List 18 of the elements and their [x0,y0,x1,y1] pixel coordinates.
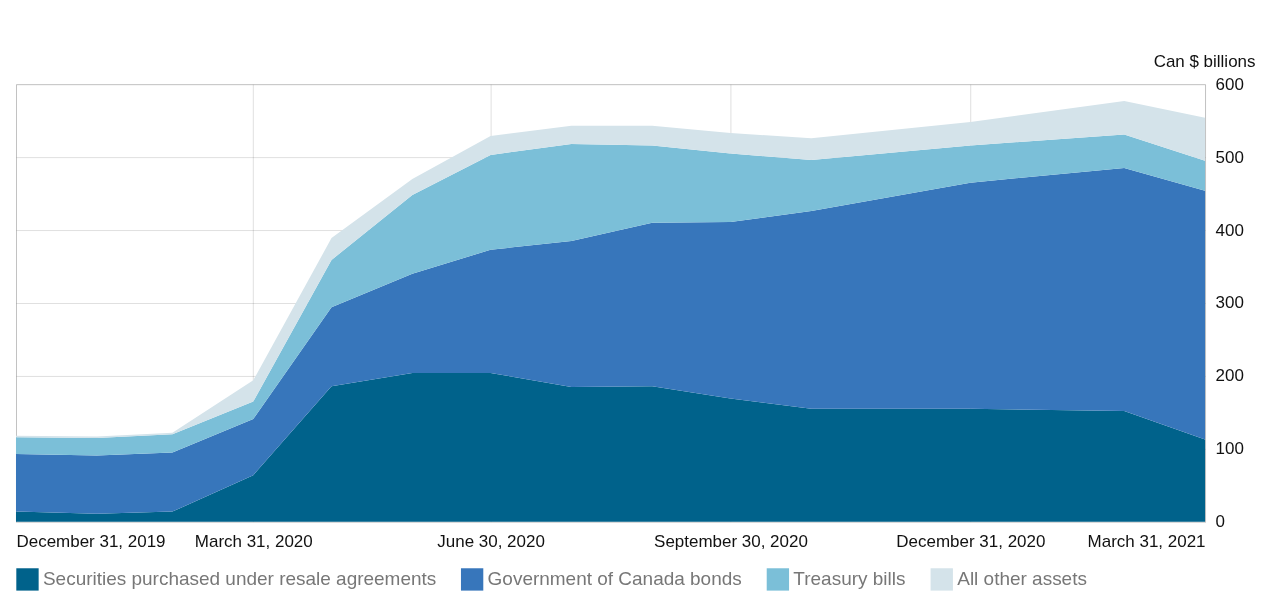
x-tick-label: December 31, 2020 [896,532,1046,552]
y-tick-label: 500 [1215,147,1244,167]
x-tick-label: March 31, 2021 [1087,532,1206,552]
y-tick-label: 400 [1215,220,1244,240]
x-tick-label: December 31, 2019 [16,532,166,552]
y-tick-label: 300 [1215,293,1244,313]
x-tick-label: March 31, 2020 [194,532,313,552]
y-tick-label: 100 [1215,439,1244,459]
legend-label: Treasury bills [793,568,906,590]
x-tick-label: June 30, 2020 [437,532,545,552]
y-tick-label: 200 [1215,366,1244,386]
y-axis-title: Can $ billions [1153,51,1256,71]
legend-label: Securities purchased under resale agreements [42,568,437,590]
y-tick-label: 0 [1215,512,1225,532]
legend-label: Government of Canada bonds [487,568,742,590]
y-tick-label: 600 [1215,74,1244,94]
legend-label: All other assets [957,568,1087,590]
x-tick-label: September 30, 2020 [654,532,808,552]
